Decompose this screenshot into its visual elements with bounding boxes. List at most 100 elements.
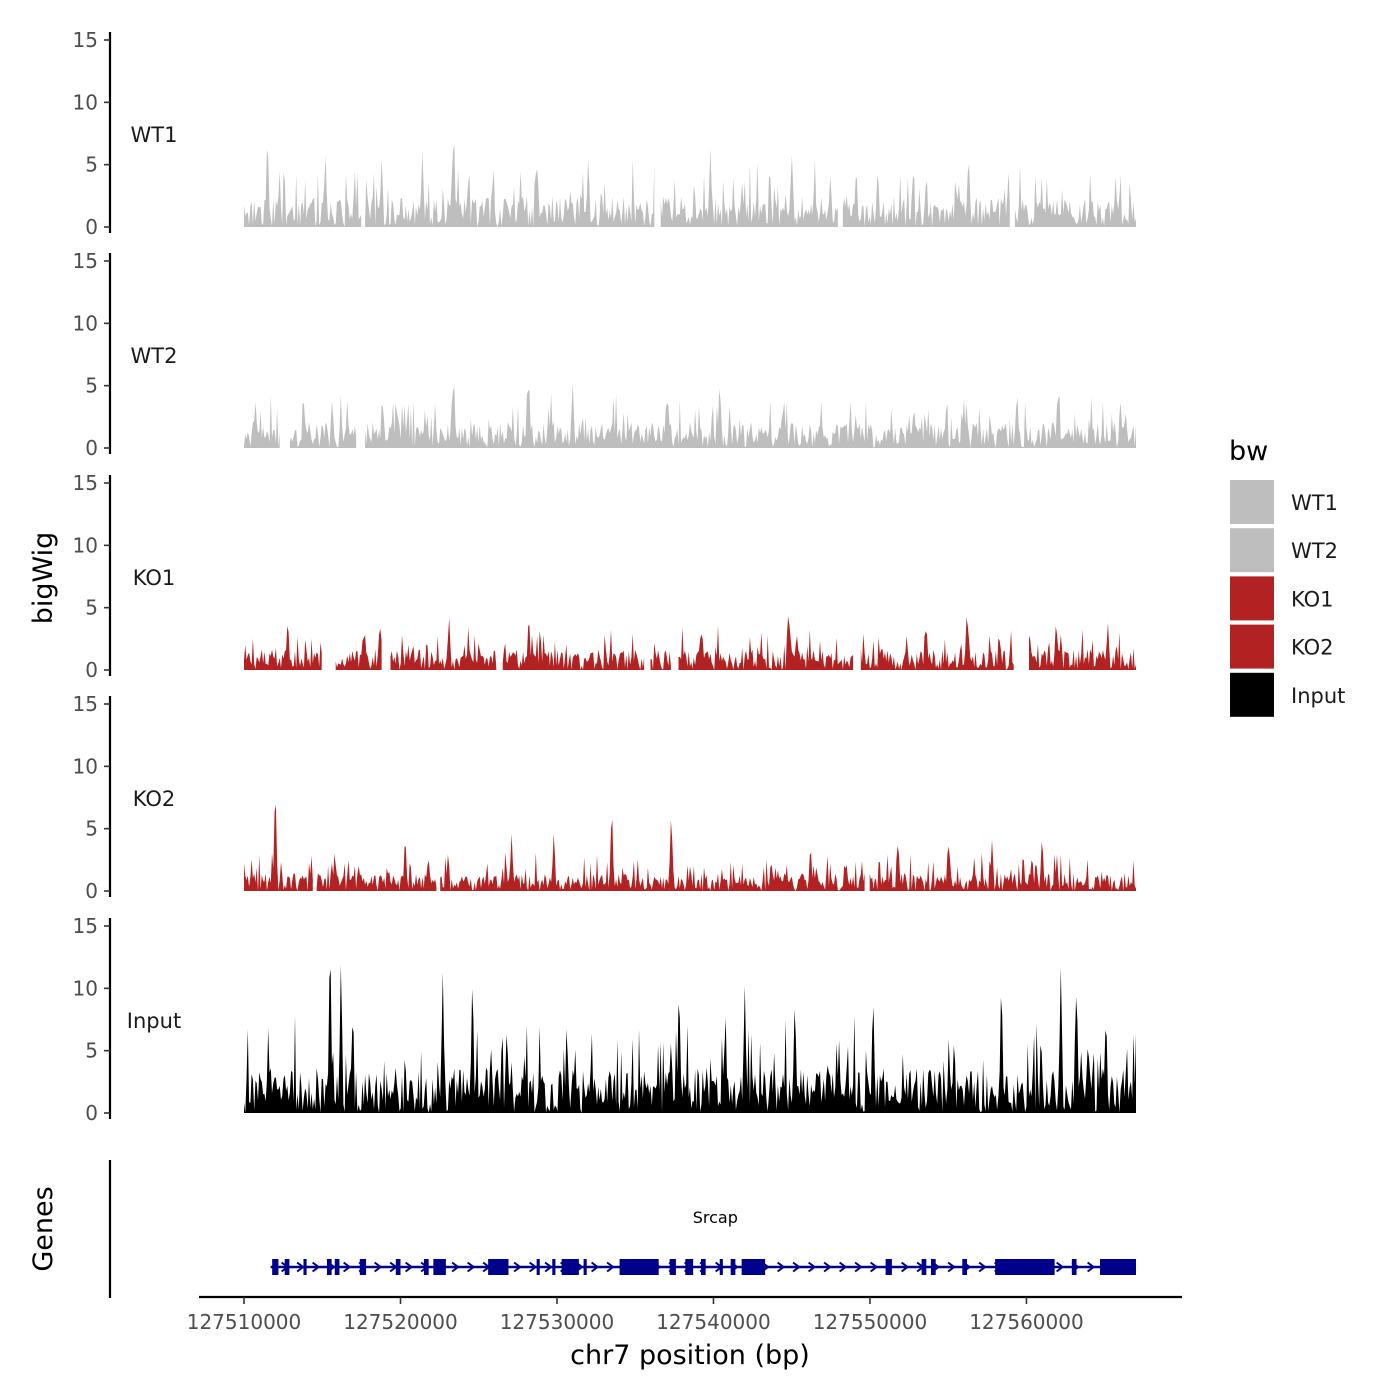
exon (284, 1259, 290, 1275)
legend-label-ko2: KO2 (1291, 636, 1334, 660)
y-tick-label: 10 (73, 90, 98, 114)
legend-swatch-wt2 (1230, 528, 1274, 573)
y-tick-label: 15 (73, 914, 98, 938)
legend-title: bw (1229, 436, 1268, 467)
signal-area-input (244, 964, 1136, 1113)
strand-arrow (978, 1261, 987, 1273)
strand-arrow (591, 1261, 600, 1273)
bigwig-tracks: 0 5 10 15 WT1 0 5 10 15 WT2 0 5 10 15 KO1 0 5 10 15 KO2 0 5 10… (73, 28, 1137, 1125)
exon (619, 1259, 659, 1275)
exon (885, 1259, 892, 1275)
y-tick-label: 5 (85, 596, 98, 620)
exon (1100, 1259, 1136, 1275)
strand-arrow (513, 1261, 522, 1273)
signal-area-wt2 (365, 383, 1137, 448)
exon (995, 1259, 1055, 1275)
exon (730, 1259, 736, 1275)
legend-label-wt1: WT1 (1291, 491, 1338, 515)
track-ko1: 0 5 10 15 KO1 (73, 471, 1136, 682)
track-wt1: 0 5 10 15 WT1 (73, 28, 1136, 239)
signal-area-wt1 (660, 148, 838, 227)
y-tick-label: 15 (73, 471, 98, 495)
signal-area-wt1 (365, 144, 655, 227)
exon (669, 1259, 676, 1275)
signal-area-wt2 (244, 395, 280, 448)
y-tick-label: 15 (73, 692, 98, 716)
exon (433, 1259, 446, 1275)
signal-area-ko1 (390, 617, 497, 670)
legend-label-input: Input (1291, 684, 1345, 708)
x-axis: 127510000 127520000 127530000 127540000 1275… (187, 1295, 1182, 1334)
exon (719, 1259, 723, 1275)
y-tick-label: 10 (73, 533, 98, 557)
y-tick-label: 0 (85, 879, 98, 903)
strand-arrow (374, 1261, 383, 1273)
exon (536, 1259, 540, 1275)
signal-area-ko1 (1029, 622, 1136, 670)
exon (685, 1259, 694, 1275)
x-tick-label: 127510000 (187, 1310, 302, 1334)
y-tick-label: 5 (85, 374, 98, 398)
strand-arrow (854, 1261, 863, 1273)
track-label: WT2 (131, 344, 178, 368)
gene-name-label: Srcap (693, 1208, 738, 1227)
y-tick-label: 10 (73, 976, 98, 1000)
exon (488, 1259, 509, 1275)
signal-area-ko2 (440, 819, 865, 891)
track-ko2: 0 5 10 15 KO2 (73, 692, 1136, 903)
legend-swatch-ko1 (1230, 576, 1274, 621)
strand-arrow (1087, 1261, 1096, 1273)
strand-arrow (870, 1261, 879, 1273)
exon (326, 1259, 332, 1275)
legend-swatch-input (1230, 672, 1274, 717)
x-axis-title: chr7 position (bp) (570, 1340, 810, 1371)
y-tick-label: 0 (85, 658, 98, 682)
y-tick-label: 0 (85, 215, 98, 239)
strand-arrow (529, 1261, 538, 1273)
y-tick-label: 5 (85, 1039, 98, 1063)
track-label: Input (127, 1009, 181, 1033)
exon (962, 1259, 967, 1275)
exon (741, 1259, 766, 1275)
legend-swatch-ko2 (1230, 624, 1274, 669)
legend: bw WT1 WT2 KO1 KO2 Input (1229, 436, 1345, 717)
track-label: WT1 (131, 123, 178, 147)
legend-label-ko1: KO1 (1291, 587, 1334, 611)
track-wt2: 0 5 10 15 WT2 (73, 249, 1137, 460)
gene-track: Genes Srcap (28, 1160, 1136, 1298)
y-tick-label: 10 (73, 311, 98, 335)
exon (303, 1259, 307, 1275)
strand-arrow (808, 1261, 817, 1273)
y-tick-label: 10 (73, 754, 98, 778)
y-tick-label: 15 (73, 249, 98, 273)
track-input: 0 5 10 15 Input (73, 914, 1136, 1125)
exon (583, 1259, 587, 1275)
signal-area-ko2 (244, 804, 313, 891)
signal-area-wt2 (289, 395, 357, 448)
signal-area-ko1 (244, 625, 322, 670)
signal-area-ko1 (335, 628, 382, 670)
legend-label-wt2: WT2 (1291, 539, 1338, 563)
x-tick-label: 127560000 (969, 1310, 1084, 1334)
strand-arrow (296, 1261, 305, 1273)
track-label: KO1 (133, 566, 176, 590)
y-tick-label: 15 (73, 28, 98, 52)
strand-arrow (823, 1261, 832, 1273)
signal-area-wt1 (842, 164, 1010, 227)
strand-arrow (839, 1261, 848, 1273)
y-axis-title: bigWig (28, 532, 59, 625)
strand-arrow (1056, 1261, 1065, 1273)
exon (1071, 1259, 1077, 1275)
strand-arrow (312, 1261, 321, 1273)
strand-arrow (343, 1261, 352, 1273)
exon (334, 1259, 340, 1275)
strand-arrow (901, 1261, 910, 1273)
strand-arrow (792, 1261, 801, 1273)
strand-arrow (947, 1261, 956, 1273)
x-tick-label: 127530000 (500, 1310, 615, 1334)
track-label: KO2 (133, 787, 176, 811)
strand-arrow (777, 1261, 786, 1273)
exon (700, 1259, 706, 1275)
signal-area-wt1 (1014, 165, 1136, 227)
